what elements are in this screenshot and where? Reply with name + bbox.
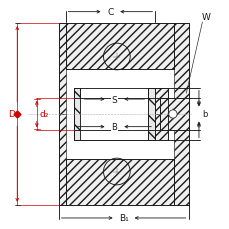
Polygon shape [58, 24, 65, 114]
Polygon shape [148, 88, 155, 141]
Text: W: W [201, 13, 209, 22]
Text: b: b [202, 110, 207, 119]
Polygon shape [173, 24, 188, 114]
Polygon shape [159, 98, 188, 131]
Circle shape [168, 110, 176, 119]
Polygon shape [80, 114, 148, 141]
Text: S: S [111, 95, 117, 104]
Polygon shape [65, 24, 173, 70]
Polygon shape [73, 88, 80, 141]
Text: d₂: d₂ [39, 110, 48, 119]
Text: B₁: B₁ [118, 213, 128, 223]
Polygon shape [73, 114, 167, 141]
Polygon shape [173, 114, 188, 205]
Polygon shape [65, 159, 173, 205]
Polygon shape [58, 114, 65, 205]
Text: D: D [8, 110, 15, 119]
Text: B: B [111, 123, 117, 132]
Polygon shape [80, 88, 148, 114]
Polygon shape [73, 88, 167, 114]
Text: C: C [107, 8, 113, 17]
